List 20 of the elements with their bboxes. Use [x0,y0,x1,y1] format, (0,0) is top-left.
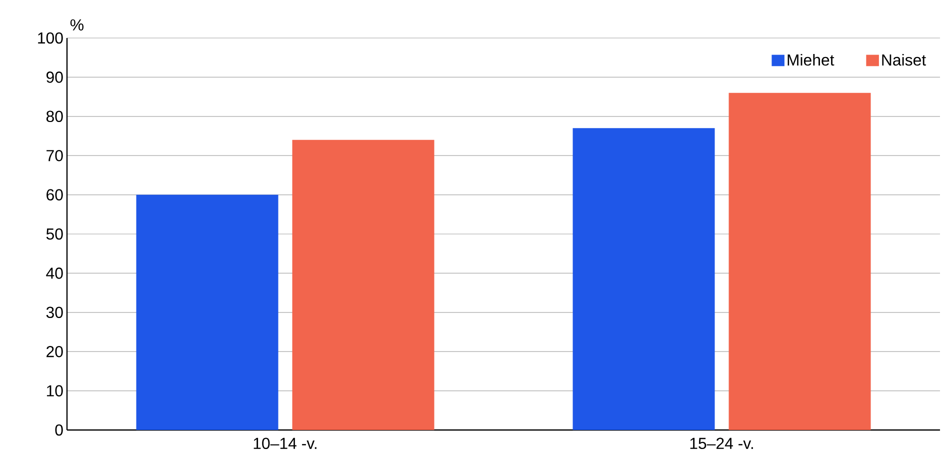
y-tick-label: 10 [46,385,63,396]
bar [572,128,715,430]
y-tick-label: 70 [46,150,63,162]
y-tick-label: 40 [46,268,63,279]
legend-label: Miehet [788,54,834,66]
y-tick-label: 60 [46,189,63,200]
y-tick-label: 0 [55,424,63,436]
y-tick-label: 20 [46,346,63,358]
y-tick-label: 80 [46,110,63,122]
bar [292,140,434,430]
legend-label: Naiset [882,54,926,66]
x-tick-label: 15–24 -v. [690,438,753,450]
y-tick-label: 30 [46,306,63,318]
y-tick-label: 50 [46,228,63,240]
bar [136,194,278,430]
y-tick-label: 90 [46,72,63,83]
x-tick-label: 10–14 -v. [254,438,316,450]
y-axis-title: % [70,19,84,30]
bar [728,92,871,430]
y-tick-label: 100 [38,32,63,44]
